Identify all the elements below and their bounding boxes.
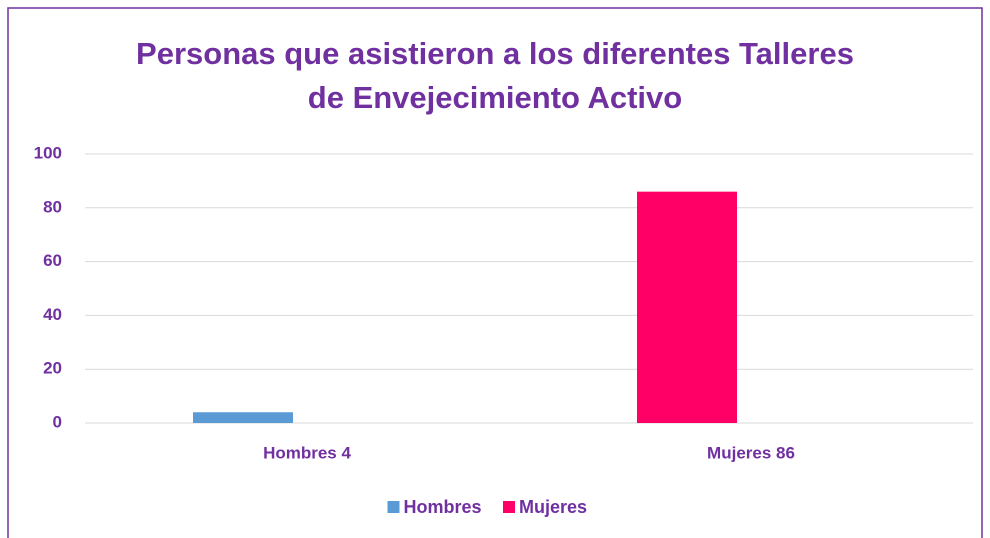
legend-label: Hombres: [404, 497, 482, 517]
chart-title: de Envejecimiento Activo: [308, 80, 682, 115]
legend-swatch: [503, 501, 515, 513]
y-tick-label: 20: [43, 359, 62, 378]
bar: [637, 191, 737, 423]
chart-frame: [7, 7, 983, 538]
bar: [193, 412, 293, 423]
chart-title: Personas que asistieron a los diferentes…: [136, 36, 854, 71]
y-tick-label: 100: [34, 143, 62, 162]
y-tick-label: 40: [43, 305, 62, 324]
legend-label: Mujeres: [519, 497, 587, 517]
legend-swatch: [387, 501, 400, 513]
y-tick-label: 60: [43, 251, 62, 270]
y-tick-label: 0: [53, 412, 62, 431]
x-tick-label: Mujeres 86: [707, 443, 795, 462]
y-tick-label: 80: [43, 197, 62, 216]
x-tick-label: Hombres 4: [263, 443, 351, 462]
